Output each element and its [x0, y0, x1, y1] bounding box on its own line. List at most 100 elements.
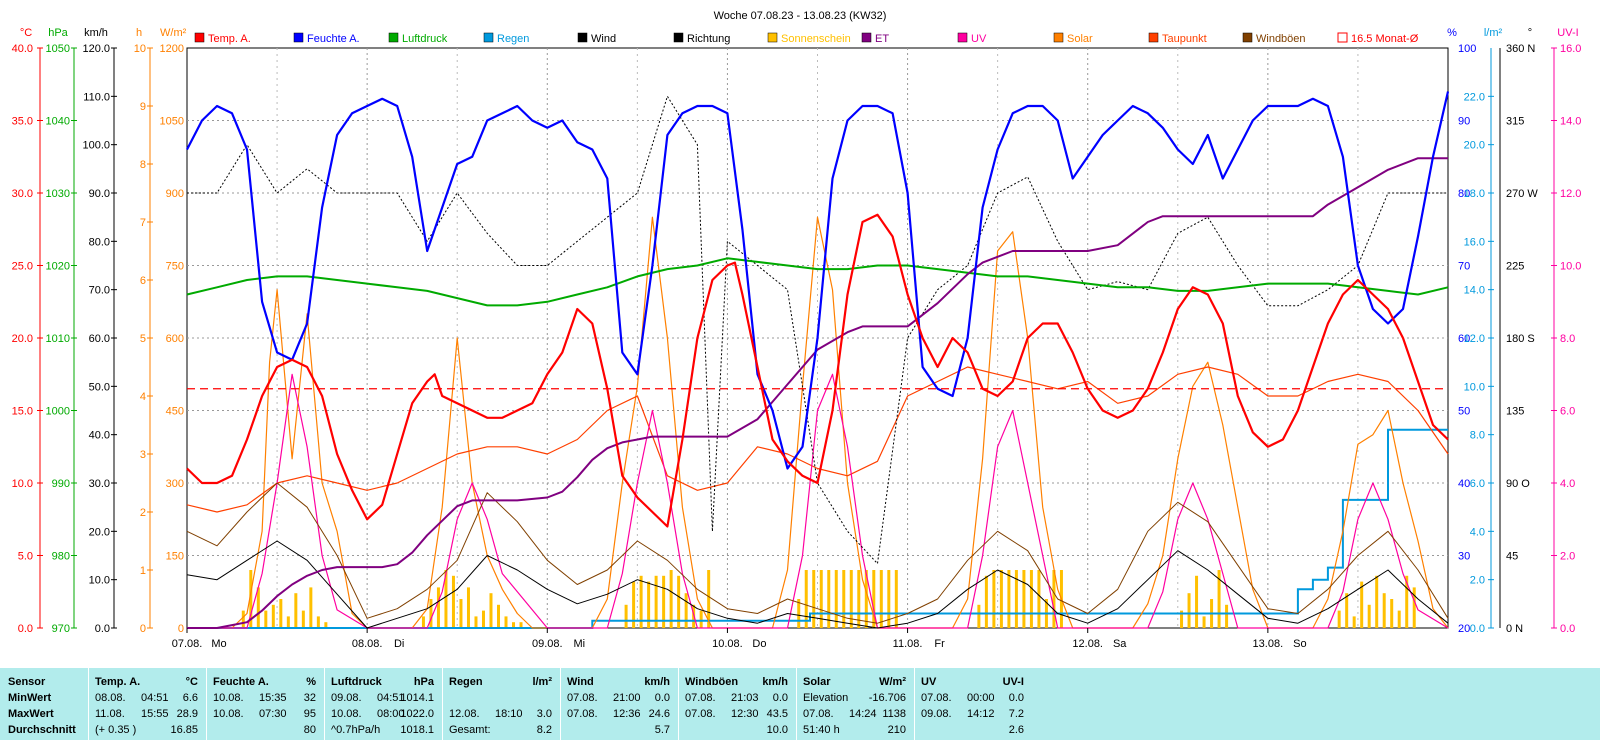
- stats-cell-date: 07.08.: [685, 708, 716, 720]
- sunshine-bar: [316, 616, 320, 628]
- stats-cell-row: 07.08. 12:36 24.6: [561, 706, 678, 722]
- stats-cell-date: 12.08.: [449, 708, 480, 720]
- sunshine-bar: [977, 604, 981, 628]
- sunshine-bar: [632, 581, 636, 628]
- legend-label: Feuchte A.: [307, 33, 360, 45]
- sunshine-bar: [249, 570, 253, 628]
- stats-cell-row: 51:40 h 210: [797, 722, 914, 738]
- stats-cell-date: 10.08.: [213, 692, 244, 704]
- axis-unit-label: hPa: [48, 27, 68, 39]
- axis-tick-label: 0.0: [1470, 623, 1485, 635]
- stats-cell-date: 08.08.: [95, 692, 126, 704]
- legend-item: Regen: [483, 32, 529, 45]
- legend-item: Solar: [1053, 32, 1093, 45]
- sunshine-bar: [812, 570, 816, 628]
- sunshine-bar: [834, 570, 838, 628]
- axis-tick-label: 2.0: [1470, 575, 1485, 587]
- stats-column-header: Solar W/m²: [797, 674, 914, 690]
- stats-row-name: MinWert: [8, 692, 52, 704]
- series-uv: [187, 373, 1449, 629]
- sunshine-bar: [804, 570, 808, 628]
- legend-label: Windböen: [1256, 33, 1306, 45]
- legend-swatch: [767, 32, 778, 43]
- stats-cell-time: 14:24: [849, 708, 877, 720]
- stats-column-unit: l/m²: [532, 676, 552, 688]
- axis-tick-label: 0: [140, 623, 146, 635]
- stats-column-title: Temp. A.: [95, 676, 141, 688]
- x-tick-date: 09.08.: [532, 638, 563, 650]
- x-tick-date: 08.08.: [352, 638, 383, 650]
- axis-tick-label: 60.0: [89, 333, 110, 345]
- axis-tick-label: 40.0: [89, 430, 110, 442]
- series-richtung: [187, 95, 1448, 565]
- sunshine-bar: [879, 570, 883, 628]
- legend-swatch: [673, 32, 684, 43]
- axis-tick-label: 0 N: [1506, 623, 1523, 635]
- stats-cell-date: 07.08.: [803, 708, 834, 720]
- stats-cell-time: 12:30: [731, 708, 759, 720]
- x-tick-date: 13.08.: [1253, 638, 1284, 650]
- sunshine-bar: [849, 570, 853, 628]
- axis-tick-label: 18.0: [1464, 188, 1485, 200]
- axis-tick-label: 40: [1458, 478, 1470, 490]
- sunshine-bar: [1225, 604, 1229, 628]
- axis-tick-label: 90 O: [1506, 478, 1530, 490]
- stats-column-unit: km/h: [644, 676, 670, 688]
- sunshine-bar: [324, 622, 328, 628]
- sunshine-bar: [1052, 570, 1056, 628]
- stats-cell-time: 15:55: [141, 708, 169, 720]
- stats-cell-row: 11.08. 15:55 28.9: [89, 706, 206, 722]
- stats-header-label: Sensor: [8, 676, 46, 688]
- stats-cell-time: 08:00: [377, 708, 405, 720]
- legend-item: Wind: [577, 32, 616, 45]
- stats-cell-date: (+ 0.35 ): [95, 724, 137, 736]
- axis-tick-label: 60: [1458, 333, 1470, 345]
- legend-label: Wind: [591, 33, 616, 45]
- axis-wind: 0.0 10.0 20.0 30.0 40.0 50.0 60.0 70.0 80.0 90.0 1…: [82, 27, 117, 635]
- legend-label: ET: [875, 33, 889, 45]
- legend-swatch: [1242, 32, 1253, 43]
- stats-column-header: Feuchte A.%: [207, 674, 324, 690]
- stats-row-label: MaxWert: [0, 706, 88, 722]
- stats-cell-value: 0.0: [772, 692, 788, 704]
- stats-cell-date: 07.08.: [567, 708, 598, 720]
- stats-cell-value: 24.6: [648, 708, 670, 720]
- axis-unit-label: h: [136, 27, 142, 39]
- chart-title: Woche 07.08.23 - 13.08.23 (KW32): [714, 10, 887, 22]
- axis-tick-label: 70: [1458, 261, 1470, 273]
- axis-tick-label: 4.0: [1560, 478, 1575, 490]
- axis-tick-label: 1010: [46, 333, 70, 345]
- axis-tick-label: 50.0: [89, 381, 110, 393]
- legend-swatch: [577, 32, 588, 43]
- series-wind: [186, 540, 1449, 629]
- sunshine-bar: [999, 570, 1003, 628]
- series-temp-a-: [186, 213, 1449, 528]
- sunshine-bar: [669, 570, 673, 628]
- stats-cell-value: 1138: [882, 708, 906, 720]
- axis-tick-label: 100.0: [82, 140, 110, 152]
- legend-item: UV: [957, 32, 987, 45]
- sunshine-bar: [241, 610, 245, 628]
- sunshine-bar: [1382, 593, 1386, 628]
- stats-cell-row: 80: [207, 722, 324, 738]
- axis-tick-label: 80: [1458, 188, 1470, 200]
- stats-cell-value: 1014.1: [400, 692, 434, 704]
- axis-tick-label: 10.0: [1464, 381, 1485, 393]
- stats-column-header: UV UV-I: [915, 674, 1032, 690]
- axis-solar: 0 150 300 450 600 750 900 1050 1200 W/m²: [160, 27, 187, 635]
- legend-label: Richtung: [687, 33, 730, 45]
- stats-column-feuchte-a-: Feuchte A.% 10.08. 15:35 32 10.08. 07:30 95 80: [206, 668, 324, 740]
- legend-item: Luftdruck: [388, 32, 448, 45]
- axis-tick-label: 16.0: [1464, 236, 1485, 248]
- axis-tick-label: 990: [52, 478, 70, 490]
- sunshine-bar: [1360, 581, 1364, 628]
- stats-cell-row: 2.6: [915, 722, 1032, 738]
- axis-tick-label: 3: [140, 449, 146, 461]
- axis-tick-label: 4.0: [1470, 526, 1485, 538]
- stats-cell-row: 07.08. 12:30 43.5: [679, 706, 796, 722]
- axis-tick-label: 7: [140, 217, 146, 229]
- axis-tick-label: 22.0: [1464, 91, 1485, 103]
- stats-column-header: Windböen km/h: [679, 674, 796, 690]
- stats-cell-value: 95: [303, 708, 316, 720]
- legend-item: Temp. A.: [194, 32, 251, 45]
